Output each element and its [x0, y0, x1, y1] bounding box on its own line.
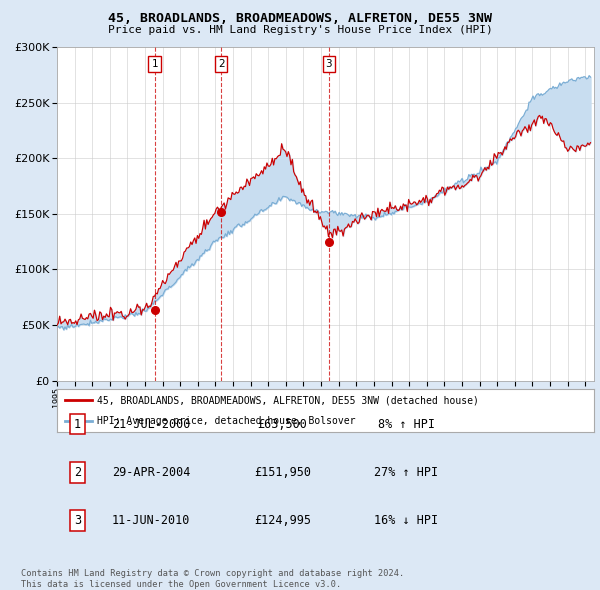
Text: 2: 2 — [218, 59, 224, 69]
Text: 45, BROADLANDS, BROADMEADOWS, ALFRETON, DE55 3NW: 45, BROADLANDS, BROADMEADOWS, ALFRETON, … — [108, 12, 492, 25]
Text: 2: 2 — [74, 466, 81, 479]
Text: 1: 1 — [151, 59, 158, 69]
Text: 29-APR-2004: 29-APR-2004 — [112, 466, 190, 479]
Text: 45, BROADLANDS, BROADMEADOWS, ALFRETON, DE55 3NW (detached house): 45, BROADLANDS, BROADMEADOWS, ALFRETON, … — [97, 395, 479, 405]
Text: HPI: Average price, detached house, Bolsover: HPI: Average price, detached house, Bols… — [97, 417, 356, 426]
Text: 1: 1 — [74, 418, 81, 431]
Text: £124,995: £124,995 — [254, 514, 311, 527]
Text: Price paid vs. HM Land Registry's House Price Index (HPI): Price paid vs. HM Land Registry's House … — [107, 25, 493, 35]
Text: 11-JUN-2010: 11-JUN-2010 — [112, 514, 190, 527]
Text: 3: 3 — [74, 514, 81, 527]
Text: £63,500: £63,500 — [257, 418, 307, 431]
Text: 3: 3 — [326, 59, 332, 69]
Text: 21-JUL-2000: 21-JUL-2000 — [112, 418, 190, 431]
Text: 8% ↑ HPI: 8% ↑ HPI — [377, 418, 434, 431]
Text: Contains HM Land Registry data © Crown copyright and database right 2024.
This d: Contains HM Land Registry data © Crown c… — [21, 569, 404, 589]
Text: £151,950: £151,950 — [254, 466, 311, 479]
Text: 27% ↑ HPI: 27% ↑ HPI — [374, 466, 438, 479]
Text: 16% ↓ HPI: 16% ↓ HPI — [374, 514, 438, 527]
